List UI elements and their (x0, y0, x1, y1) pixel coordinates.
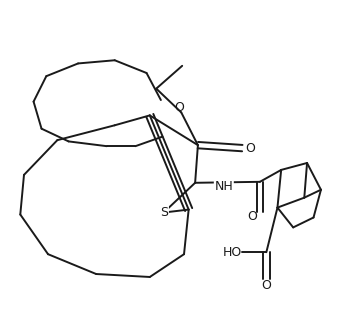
Text: NH: NH (214, 180, 233, 193)
Text: HO: HO (223, 246, 243, 259)
Text: O: O (245, 142, 255, 155)
Text: O: O (261, 279, 271, 292)
Text: O: O (247, 210, 257, 223)
Text: S: S (160, 206, 168, 219)
Text: O: O (175, 101, 185, 114)
